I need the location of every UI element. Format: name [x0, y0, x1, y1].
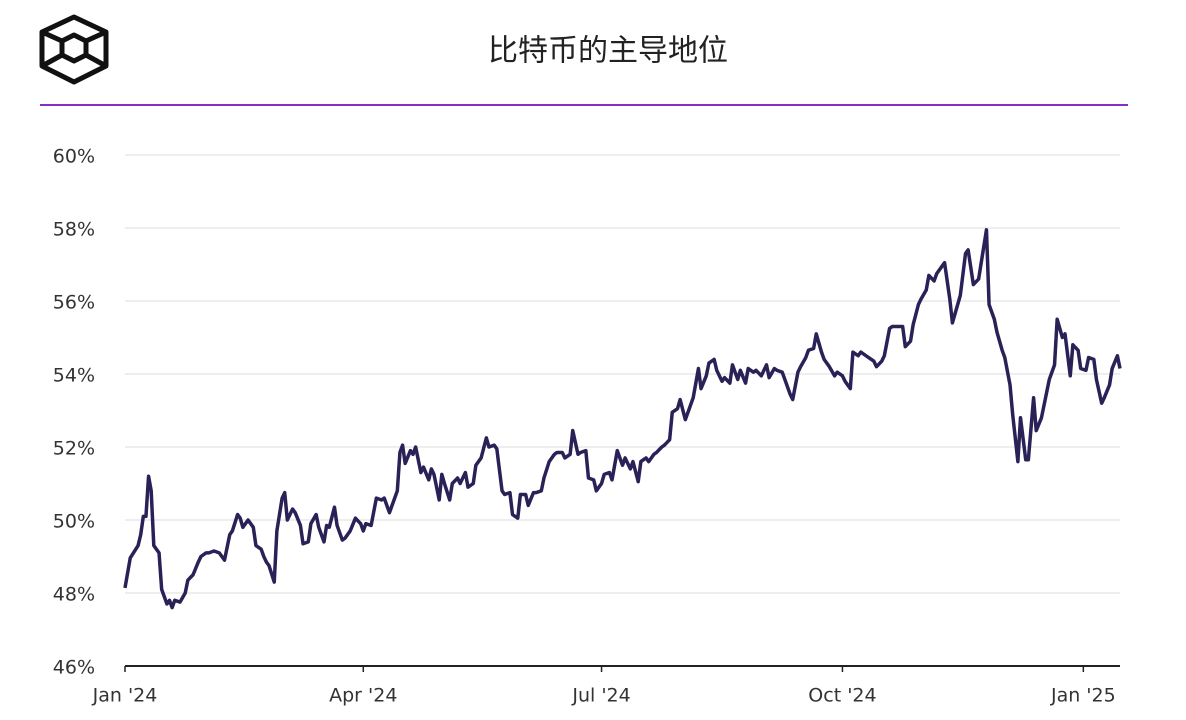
- x-tick-label: Jan '24: [92, 685, 158, 707]
- x-tick-label: Jul '24: [571, 685, 630, 707]
- chart-title: 比特币的主导地位: [488, 34, 728, 69]
- x-tick-label: Jan '25: [1050, 685, 1116, 707]
- x-tick-label: Oct '24: [808, 685, 876, 707]
- y-tick-label: 52%: [53, 438, 95, 460]
- logo: [39, 14, 109, 85]
- y-tick-label: 54%: [53, 365, 95, 387]
- y-tick-label: 46%: [53, 657, 95, 679]
- y-tick-label: 50%: [53, 511, 95, 533]
- y-tick-label: 48%: [53, 584, 95, 606]
- y-tick-label: 58%: [53, 219, 95, 241]
- x-tick-label: Apr '24: [329, 685, 397, 707]
- y-tick-label: 56%: [53, 292, 95, 314]
- y-tick-label: 60%: [53, 146, 95, 168]
- line: [123, 228, 1122, 610]
